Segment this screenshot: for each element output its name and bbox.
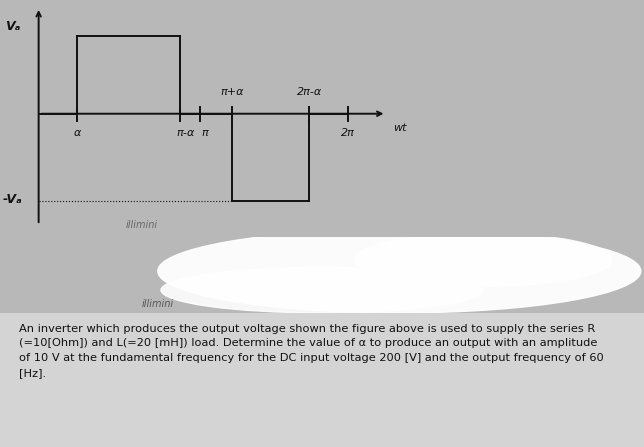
Ellipse shape (354, 233, 612, 287)
Text: illimini: illimini (142, 299, 174, 309)
Text: α: α (73, 128, 81, 138)
Text: wt: wt (393, 123, 406, 133)
FancyBboxPatch shape (0, 313, 644, 447)
Text: 2π: 2π (341, 128, 355, 138)
Text: -Vₐ: -Vₐ (3, 193, 23, 206)
Text: $\pi$-$\alpha$  $\pi$: $\pi$-$\alpha$ $\pi$ (176, 128, 210, 138)
Ellipse shape (161, 267, 483, 313)
Text: An inverter which produces the output voltage shown the figure above is used to : An inverter which produces the output vo… (19, 324, 604, 378)
Text: 2π-α: 2π-α (296, 87, 322, 97)
Text: Vₐ: Vₐ (5, 20, 21, 33)
Text: π+α: π+α (220, 87, 243, 97)
Text: illimini: illimini (126, 220, 158, 230)
Ellipse shape (158, 229, 641, 313)
